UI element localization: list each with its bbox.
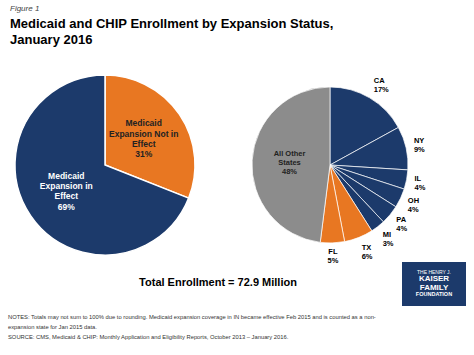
svg-text:IL4%: IL4% xyxy=(414,174,425,192)
svg-text:OH4%: OH4% xyxy=(408,196,419,214)
svg-text:NY9%: NY9% xyxy=(414,136,425,154)
html-text:FAMILY: FAMILY xyxy=(419,282,449,292)
svg-text:PA4%: PA4% xyxy=(396,215,407,233)
html-text:Medicaid and CHIP Enrollment b: Medicaid and CHIP Enrollment by Expansio… xyxy=(10,16,334,31)
html-text:FOUNDATION: FOUNDATION xyxy=(415,291,453,298)
svg-text:TX6%: TX6% xyxy=(362,243,373,261)
svg-text:MedicaidExpansion inEffect69%: MedicaidExpansion inEffect69% xyxy=(40,171,93,212)
html-text:SOURCE: CMS, Medicaid & CHIP:: SOURCE: CMS, Medicaid & CHIP: Monthly Ap… xyxy=(8,334,289,340)
html-text:expansion state for Jan 2015 d: expansion state for Jan 2015 data. xyxy=(8,324,97,330)
svg-text:FL5%: FL5% xyxy=(327,247,338,265)
svg-text:All OtherStates48%: All OtherStates48% xyxy=(274,149,306,176)
html-text:Figure 1: Figure 1 xyxy=(10,4,40,13)
html-text:January 2016: January 2016 xyxy=(10,32,93,47)
html-text:THE HENRY J.: THE HENRY J. xyxy=(417,269,451,276)
svg-text:CA17%: CA17% xyxy=(374,76,389,94)
html-text:KAISER: KAISER xyxy=(418,274,450,284)
html-text:NOTES: Totals may not sum to 1: NOTES: Totals may not sum to 100% due to… xyxy=(8,314,376,320)
svg-text:MedicaidExpansion Not inEffect: MedicaidExpansion Not inEffect31% xyxy=(109,118,178,159)
html-text:Total Enrollment = 72.9 Millio: Total Enrollment = 72.9 Million xyxy=(139,276,297,288)
svg-text:MI3%: MI3% xyxy=(383,230,394,248)
